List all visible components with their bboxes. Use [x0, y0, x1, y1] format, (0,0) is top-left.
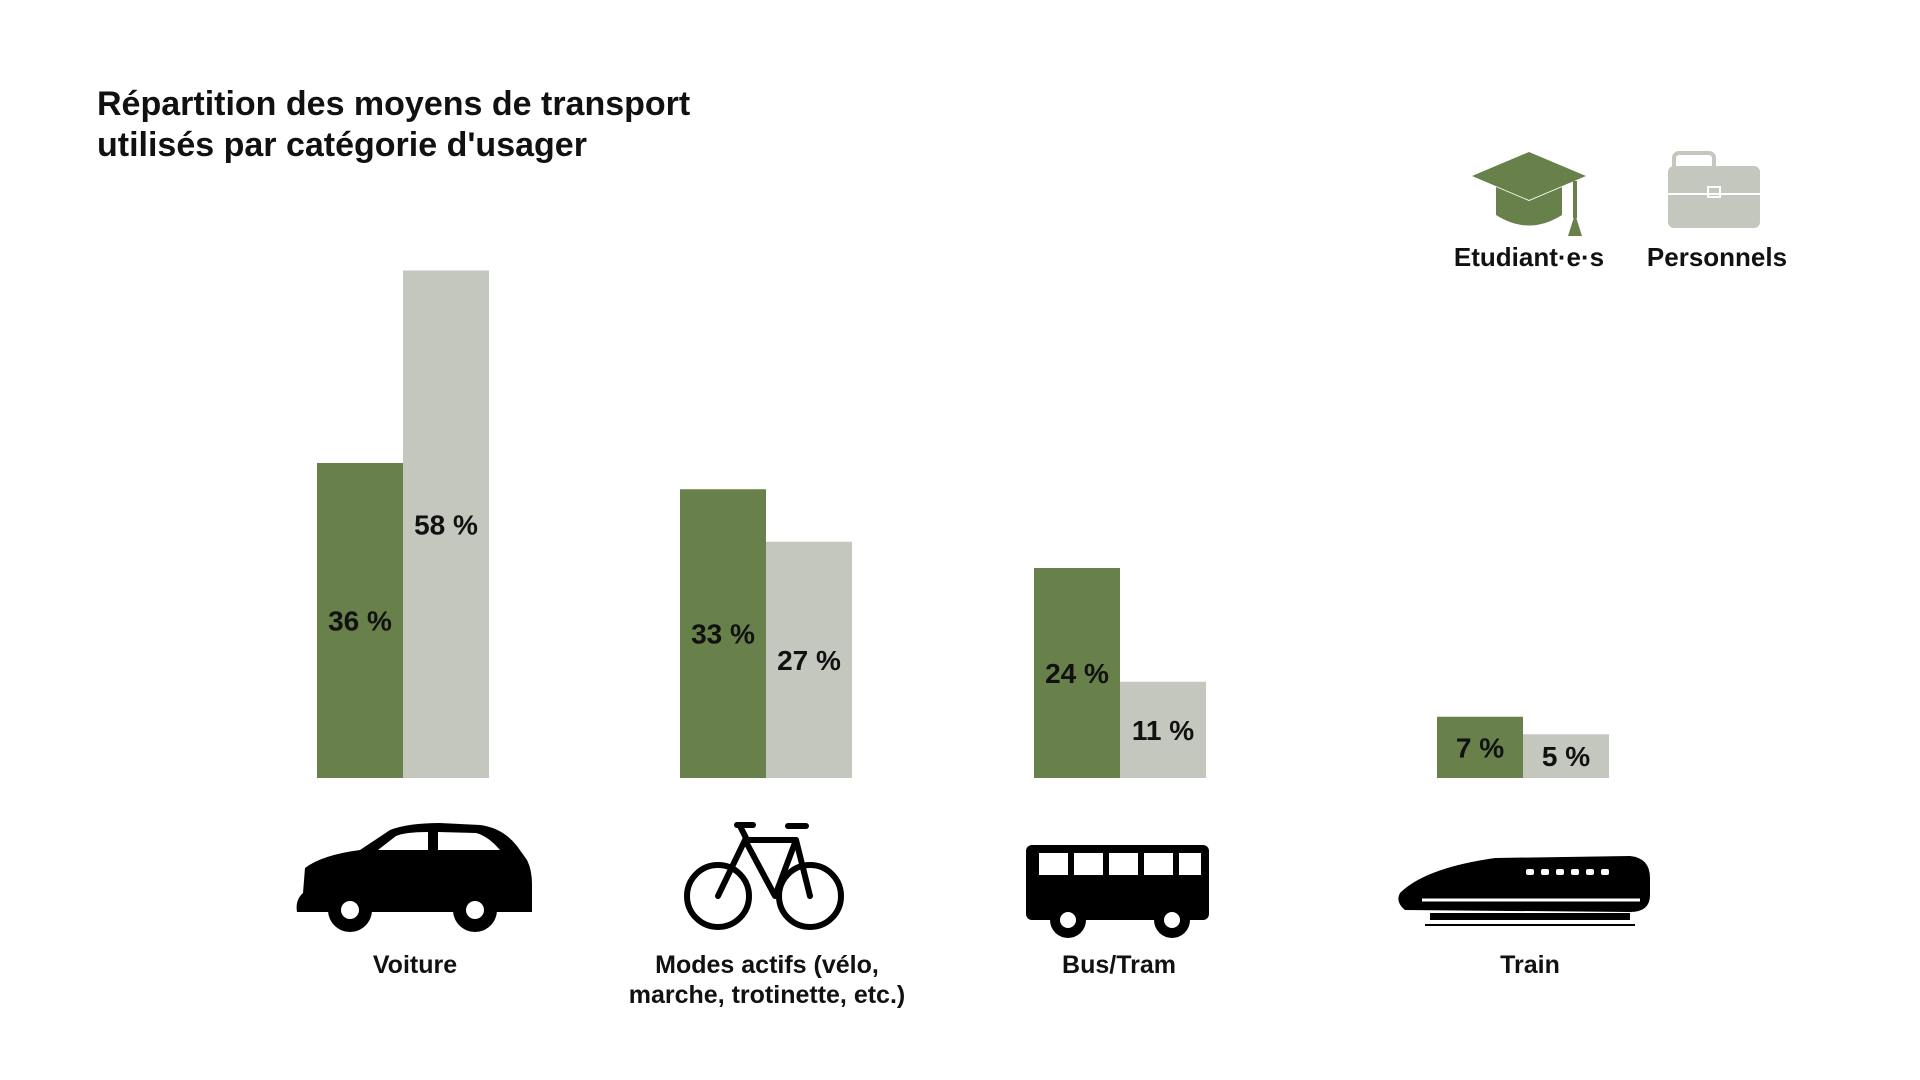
data-label-bus-tram-students: 24 %: [1045, 658, 1109, 689]
bar-train-students: [1437, 716, 1523, 778]
chart-title: Répartition des moyens de transport util…: [97, 84, 797, 166]
bar-modes-actifs-staff: [766, 541, 852, 778]
bar-bus-tram-students: [1034, 568, 1120, 778]
category-label-modes-actifs-line-1: Modes actifs (vélo,: [655, 951, 879, 979]
bar-voiture-staff: [403, 270, 489, 778]
data-label-train-students: 7 %: [1456, 732, 1504, 763]
data-label-voiture-students: 36 %: [328, 606, 392, 637]
bicycle-icon: [684, 822, 844, 930]
bar-voiture-students: [317, 463, 403, 778]
category-label-train: Train: [1500, 951, 1560, 979]
legend-label-students: Etudiant·e·s: [1454, 242, 1604, 272]
data-label-modes-actifs-staff: 27 %: [777, 645, 841, 676]
graduation-cap-icon: [1472, 152, 1586, 236]
bar-bus-tram-staff: [1120, 681, 1206, 778]
category-label-modes-actifs-line-2: marche, trotinette, etc.): [629, 981, 905, 1009]
legend: Etudiant·e·s Personnels: [1454, 151, 1787, 272]
chart-title-line-1: Répartition des moyens de transport: [97, 85, 691, 123]
category-labels: Voiture Modes actifs (vélo, marche, trot…: [373, 951, 1560, 1009]
briefcase-icon: [1668, 151, 1760, 228]
data-label-voiture-staff: 58 %: [414, 509, 478, 540]
bar-train-staff: [1523, 734, 1609, 778]
data-label-train-staff: 5 %: [1542, 741, 1590, 772]
category-label-voiture: Voiture: [373, 951, 457, 979]
car-icon: [296, 823, 532, 932]
train-icon: [1398, 856, 1650, 926]
bars: 36 % 33 % 24 % 7 % 58 % 27 % 11 % 5 %: [317, 270, 1609, 778]
bus-icon: [1026, 845, 1209, 938]
data-label-modes-actifs-students: 33 %: [691, 619, 755, 650]
chart-title-line-2: utilisés par catégorie d'usager: [97, 126, 587, 164]
legend-label-staff: Personnels: [1647, 242, 1787, 272]
category-label-bus-tram: Bus/Tram: [1062, 951, 1176, 979]
bar-modes-actifs-students: [680, 489, 766, 778]
data-label-bus-tram-staff: 11 %: [1132, 715, 1194, 746]
